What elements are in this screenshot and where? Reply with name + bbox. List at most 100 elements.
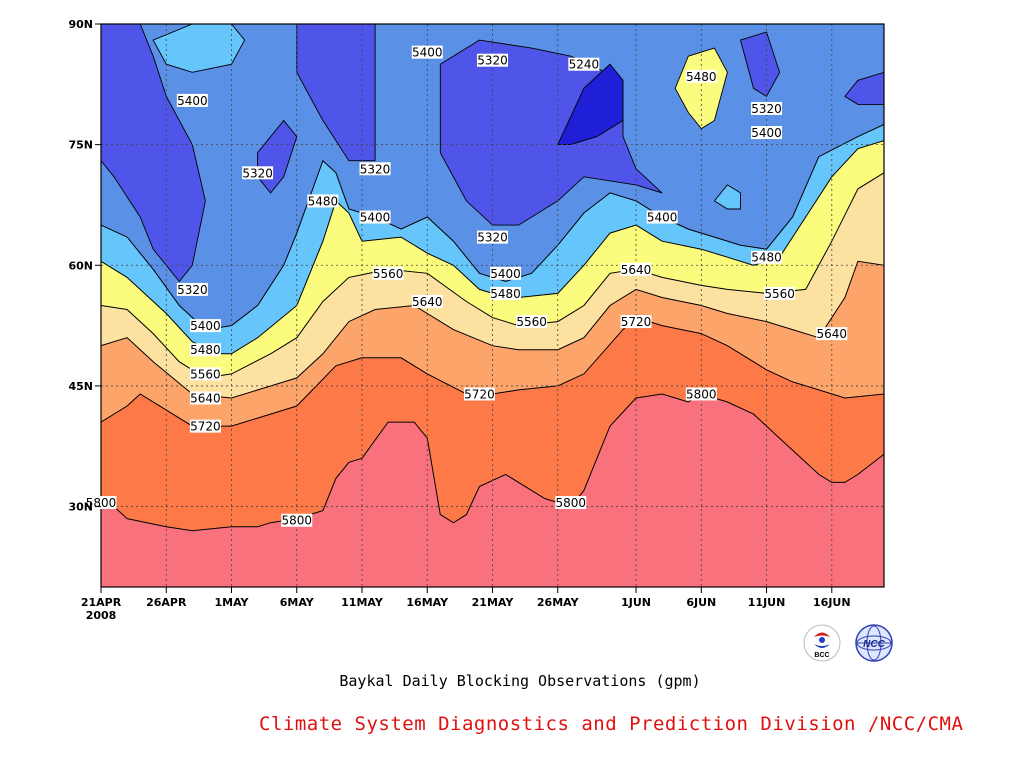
contour-label-5320: 5320	[751, 102, 782, 116]
x-tick-label-1MAY: 1MAY	[214, 596, 249, 609]
contour-label-bg-17	[490, 286, 522, 300]
contour-label-5800: 5800	[686, 387, 717, 401]
contour-line-5480	[101, 140, 884, 355]
contour-line-5800	[101, 393, 884, 532]
cell-5240-core	[557, 63, 624, 146]
contour-label-bg-18	[751, 250, 783, 264]
contour-label-5640: 5640	[817, 327, 848, 341]
contour-label-bg-7	[189, 391, 221, 405]
cell-5400-small	[713, 184, 741, 210]
contour-label-bg-0	[85, 496, 117, 510]
contour-label-5800: 5800	[556, 496, 587, 510]
contour-label-5400: 5400	[412, 46, 443, 60]
contour-label-bg-4	[189, 419, 221, 433]
contour-label-5400: 5400	[751, 126, 782, 140]
y-tick-label-60N: 60N	[68, 259, 93, 272]
x-tick-label-16MAY: 16MAY	[406, 596, 449, 609]
contour-label-5720: 5720	[464, 387, 495, 401]
x-tick-label-21MAY: 21MAY	[472, 596, 515, 609]
contour-label-bg-13	[516, 315, 548, 329]
bcc-logo: BCC	[803, 624, 841, 662]
contour-label-5320: 5320	[360, 162, 391, 176]
contour-label-5560: 5560	[516, 315, 547, 329]
contour-label-5320: 5320	[477, 231, 508, 245]
contour-label-bg-16	[307, 194, 339, 208]
contour-label-5320: 5320	[477, 54, 508, 68]
x-tick-label-16JUN: 16JUN	[813, 596, 851, 609]
contour-label-5560: 5560	[190, 367, 221, 381]
contour-label-5480: 5480	[308, 194, 339, 208]
x-year-label: 2008	[86, 609, 117, 622]
cell-5320-far-ne	[739, 31, 781, 98]
contour-label-bg-6	[620, 315, 652, 329]
contour-label-5640: 5640	[621, 263, 652, 277]
contour-label-5560: 5560	[764, 287, 795, 301]
contour-label-bg-10	[816, 327, 848, 341]
contour-label-5320: 5320	[177, 283, 208, 297]
contour-line-5640	[101, 260, 884, 399]
plot-area	[101, 24, 884, 587]
contour-label-5800: 5800	[86, 496, 117, 510]
contour-label-bg-28	[242, 166, 274, 180]
contour-label-bg-23	[646, 210, 678, 224]
contour-label-5400: 5400	[190, 319, 221, 333]
contour-line-5400	[101, 124, 884, 331]
contour-label-bg-27	[176, 282, 208, 296]
x-tick-label-6JUN: 6JUN	[686, 596, 716, 609]
contour-label-5560: 5560	[373, 267, 404, 281]
contour-label-bg-31	[477, 53, 508, 67]
chart-title: Baykal Daily Blocking Observations (gpm)	[339, 672, 701, 690]
contour-label-5400: 5400	[647, 211, 678, 225]
source-credit: Climate System Diagnostics and Predictio…	[259, 713, 964, 735]
contour-label-5720: 5720	[621, 315, 652, 329]
x-tick-label-21APR: 21APR	[81, 596, 122, 609]
contour-label-bg-22	[490, 266, 522, 280]
contour-label-bg-32	[751, 101, 783, 115]
svg-text:NCC: NCC	[863, 639, 885, 650]
x-tick-label-26MAY: 26MAY	[537, 596, 580, 609]
logos: BCC NCC	[803, 624, 893, 662]
contour-label-5640: 5640	[412, 295, 443, 309]
contour-label-bg-33	[568, 57, 600, 71]
contour-label-5640: 5640	[190, 391, 221, 405]
cell-5480-ne	[674, 47, 728, 130]
y-tick-label-75N: 75N	[68, 139, 93, 152]
y-tick-label-90N: 90N	[68, 18, 93, 31]
contour-label-5480: 5480	[490, 287, 521, 301]
contour-label-bg-20	[189, 319, 221, 333]
contour-label-bg-2	[555, 496, 587, 510]
ncc-logo: NCC	[855, 624, 893, 662]
contour-label-bg-3	[685, 387, 717, 401]
contour-label-5480: 5480	[190, 343, 221, 357]
contour-label-bg-19	[685, 69, 717, 83]
contour-label-bg-25	[176, 93, 208, 107]
contour-label-bg-11	[189, 367, 221, 381]
contour-label-bg-26	[411, 45, 443, 59]
contour-label-5480: 5480	[751, 251, 782, 265]
contour-label-bg-8	[411, 294, 443, 308]
contour-label-5320: 5320	[242, 166, 273, 180]
cell-5320-edge	[844, 71, 884, 105]
contour-label-5720: 5720	[190, 420, 221, 434]
x-tick-label-11MAY: 11MAY	[341, 596, 384, 609]
contour-label-bg-5	[463, 387, 495, 401]
contour-label-5400: 5400	[177, 94, 208, 108]
contour-label-bg-14	[764, 286, 796, 300]
contour-label-bg-9	[620, 262, 652, 276]
contour-label-5240: 5240	[569, 58, 600, 72]
x-tick-label-1JUN: 1JUN	[621, 596, 651, 609]
contour-label-bg-1	[281, 513, 313, 527]
contour-label-5480: 5480	[686, 70, 717, 84]
contour-label-5800: 5800	[281, 514, 312, 528]
cell-5400-nw	[152, 24, 246, 73]
contour-label-bg-29	[359, 162, 391, 176]
contour-label-bg-24	[751, 126, 783, 140]
contour-label-bg-15	[189, 343, 221, 357]
contour-label-bg-30	[477, 230, 508, 244]
y-tick-label-30N: 30N	[68, 501, 93, 514]
x-tick-label-11JUN: 11JUN	[748, 596, 786, 609]
svg-text:BCC: BCC	[814, 652, 829, 659]
y-tick-label-45N: 45N	[68, 380, 93, 393]
contour-label-bg-21	[359, 210, 391, 224]
